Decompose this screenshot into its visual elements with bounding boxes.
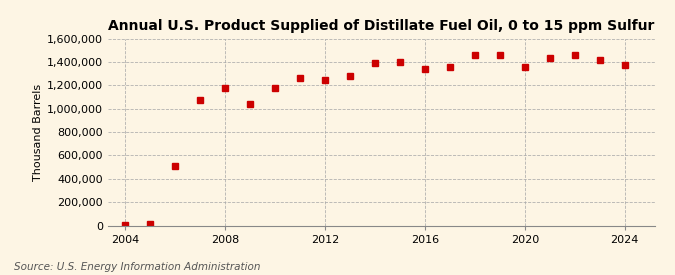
- Y-axis label: Thousand Barrels: Thousand Barrels: [33, 83, 43, 181]
- Text: Source: U.S. Energy Information Administration: Source: U.S. Energy Information Administ…: [14, 262, 260, 272]
- Title: Annual U.S. Product Supplied of Distillate Fuel Oil, 0 to 15 ppm Sulfur: Annual U.S. Product Supplied of Distilla…: [108, 19, 655, 33]
